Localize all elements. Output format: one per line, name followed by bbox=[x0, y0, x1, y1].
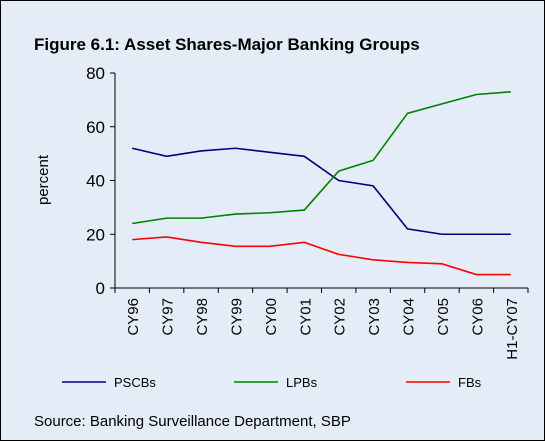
x-tick-label: CY03 bbox=[366, 298, 383, 336]
x-tick-label: H1-CY07 bbox=[504, 298, 521, 360]
legend-label: FBs bbox=[458, 375, 482, 390]
x-tick-label: CY99 bbox=[228, 298, 245, 336]
source-note: Source: Banking Surveillance Department,… bbox=[34, 413, 351, 430]
x-tick-label: CY00 bbox=[263, 298, 280, 336]
chart-title: Figure 6.1: Asset Shares-Major Banking G… bbox=[34, 35, 420, 54]
legend-label: PSCBs bbox=[114, 375, 156, 390]
x-tick-label: CY04 bbox=[401, 298, 418, 336]
x-tick-label: CY05 bbox=[435, 298, 452, 336]
x-tick-label: CY01 bbox=[297, 298, 314, 336]
x-tick-label: CY97 bbox=[160, 298, 177, 336]
y-axis-label: percent bbox=[35, 154, 52, 205]
series-line bbox=[132, 147, 511, 236]
x-tick-label: CY96 bbox=[125, 298, 142, 336]
x-tick-label: CY06 bbox=[469, 298, 486, 336]
x-tick-label: CY98 bbox=[194, 298, 211, 336]
y-tick-label: 60 bbox=[86, 118, 105, 137]
series-line bbox=[132, 236, 511, 276]
x-tick-label: CY02 bbox=[332, 298, 349, 336]
series-line bbox=[132, 91, 511, 225]
y-tick-label: 20 bbox=[86, 225, 105, 244]
y-tick-label: 0 bbox=[96, 279, 105, 298]
y-tick-label: 40 bbox=[86, 172, 105, 191]
y-tick-label: 80 bbox=[86, 64, 105, 83]
legend-label: LPBs bbox=[286, 375, 318, 390]
